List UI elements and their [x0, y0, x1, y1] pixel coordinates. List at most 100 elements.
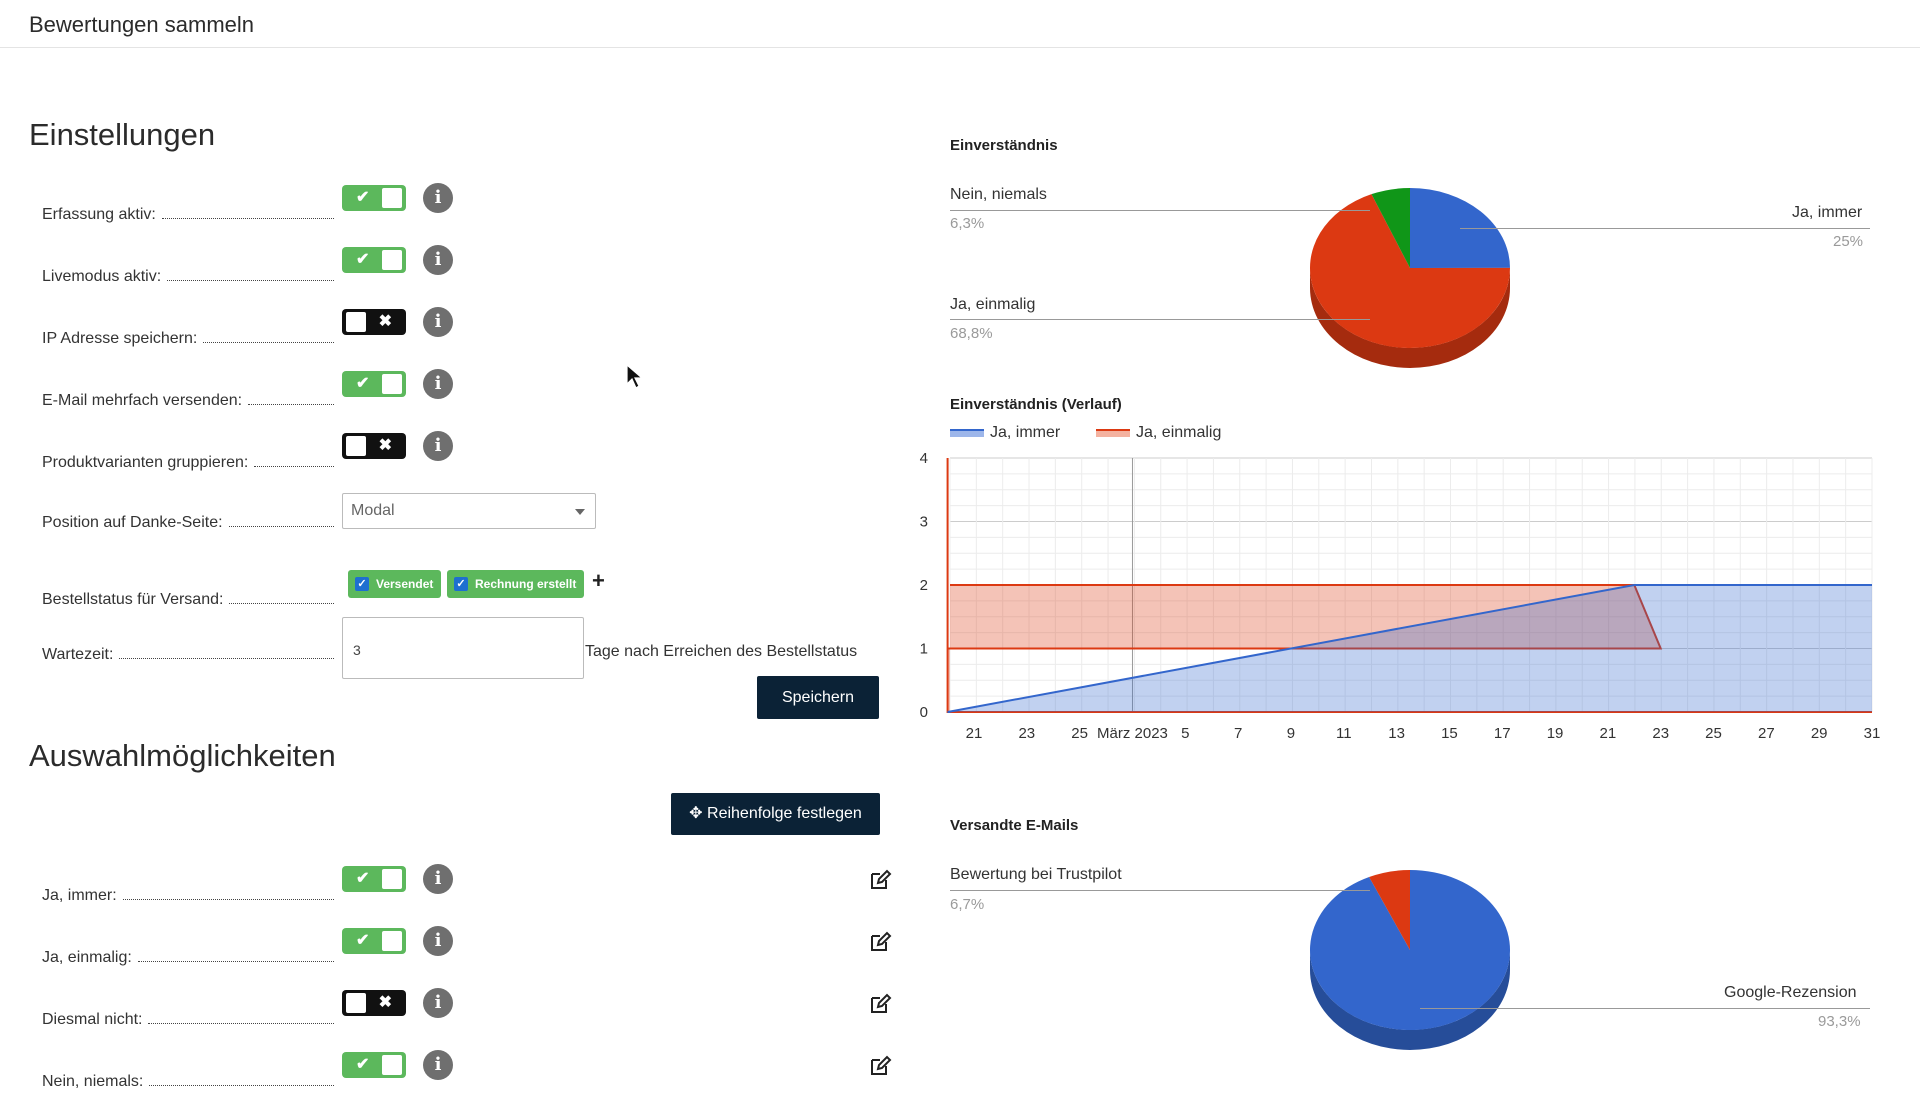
setting-row: Produktvarianten gruppieren: ✖ i — [0, 431, 900, 483]
setting-row: IP Adresse speichern: ✖ i — [0, 307, 900, 359]
pie1-leader-ja-einmalig — [950, 319, 1370, 320]
info-icon[interactable]: i — [423, 245, 453, 275]
edit-icon[interactable] — [868, 992, 892, 1016]
settings-heading: Einstellungen — [29, 117, 216, 152]
x-tick-label: 15 — [1441, 725, 1458, 742]
edit-icon[interactable] — [868, 868, 892, 892]
setting-label: Erfassung aktiv: — [42, 206, 156, 223]
pie1-label-nein: Nein, niemals — [950, 186, 1047, 203]
toggle-switch[interactable]: ✔ — [342, 928, 406, 954]
x-tick-label: 7 — [1234, 725, 1242, 742]
setting-label: IP Adresse speichern: — [42, 330, 198, 347]
info-icon[interactable]: i — [423, 369, 453, 399]
y-tick-label: 0 — [920, 704, 928, 721]
series-ja-immer-area — [947, 585, 1872, 712]
close-icon: ✖ — [378, 313, 392, 330]
setting-label: Diesmal nicht: — [42, 1011, 143, 1028]
info-icon[interactable]: i — [423, 183, 453, 213]
edit-icon[interactable] — [868, 930, 892, 954]
top-bar: Bewertungen sammeln — [0, 0, 1920, 48]
wait-row: Wartezeit: 3 Tage nach Erreichen des Bes… — [0, 617, 900, 679]
pie2-leader-google — [1420, 1008, 1870, 1009]
toggle-switch[interactable]: ✔ — [342, 1052, 406, 1078]
toggle-switch[interactable]: ✖ — [342, 990, 406, 1016]
status-tag-rechnung[interactable]: ✓ Rechnung erstellt — [447, 570, 585, 598]
wait-days-value: 3 — [353, 642, 361, 658]
info-icon[interactable]: i — [423, 864, 453, 894]
x-tick-label: 21 — [1600, 725, 1617, 742]
x-tick-label: 19 — [1547, 725, 1564, 742]
pie1-label-ja-immer: Ja, immer — [1792, 204, 1863, 221]
info-icon[interactable]: i — [423, 988, 453, 1018]
close-icon: ✖ — [378, 994, 392, 1011]
info-icon[interactable]: i — [423, 926, 453, 956]
checkbox-icon: ✓ — [454, 577, 468, 591]
setting-label: Livemodus aktiv: — [42, 268, 162, 285]
pie1-pct-ja-einmalig: 68,8% — [950, 325, 993, 342]
toggle-switch[interactable]: ✖ — [342, 433, 406, 459]
check-icon: ✔ — [356, 870, 370, 887]
chart-consent-title: Einverständnis — [950, 137, 1058, 154]
info-icon[interactable]: i — [423, 307, 453, 337]
y-tick-label: 4 — [920, 450, 928, 467]
check-icon: ✔ — [356, 1056, 370, 1073]
status-tag-versendet[interactable]: ✓ Versendet — [348, 570, 442, 598]
y-tick-label: 2 — [920, 577, 928, 594]
setting-row: Ja, immer: ✔ i — [0, 864, 900, 916]
chart-history-title: Einverständnis (Verlauf) — [950, 396, 1122, 413]
setting-row: Livemodus aktiv: ✔ i — [0, 245, 900, 297]
pie2-pct-google: 93,3% — [1818, 1013, 1861, 1030]
x-tick-label: 29 — [1811, 725, 1828, 742]
edit-icon[interactable] — [868, 1054, 892, 1078]
x-tick-label: 11 — [1336, 725, 1352, 742]
pie1-leader-nein — [950, 210, 1370, 211]
pie1-pct-ja-immer: 25% — [1833, 233, 1864, 250]
position-select[interactable]: Modal — [342, 493, 596, 529]
reorder-button[interactable]: ✥ Reihenfolge festlegen — [671, 793, 880, 835]
position-select-value: Modal — [351, 502, 395, 519]
y-tick-label: 3 — [920, 514, 928, 531]
save-button[interactable]: Speichern — [757, 676, 879, 719]
add-status-button[interactable]: + — [592, 568, 605, 593]
x-tick-label: 23 — [1018, 725, 1035, 742]
toggle-switch[interactable]: ✔ — [342, 185, 406, 211]
x-tick-label: 17 — [1494, 725, 1511, 742]
pie2-pct-trustpilot: 6,7% — [950, 896, 985, 913]
setting-label: Ja, einmalig: — [42, 949, 132, 966]
x-tick-label: 23 — [1652, 725, 1669, 742]
x-tick-label: März 2023 — [1097, 725, 1168, 742]
pie2-label-trustpilot: Bewertung bei Trustpilot — [950, 866, 1122, 883]
toggle-switch[interactable]: ✔ — [342, 371, 406, 397]
pie-slice-2 — [1371, 188, 1410, 268]
toggle-switch[interactable]: ✔ — [342, 866, 406, 892]
x-tick-label: 13 — [1388, 725, 1405, 742]
checkbox-icon: ✓ — [355, 577, 369, 591]
pie-slice-1 — [1369, 870, 1410, 950]
pie-slice-0 — [1410, 188, 1510, 268]
x-tick-label: 27 — [1758, 725, 1775, 742]
setting-label: Ja, immer: — [42, 887, 117, 904]
setting-row: Nein, niemals: ✔ i — [0, 1050, 900, 1102]
series-ja-immer-line — [947, 584, 1872, 713]
info-icon[interactable]: i — [423, 1050, 453, 1080]
toggle-switch[interactable]: ✔ — [342, 247, 406, 273]
info-icon[interactable]: i — [423, 431, 453, 461]
pie2-leader-trustpilot — [950, 890, 1370, 891]
wait-days-input[interactable]: 3 — [342, 617, 584, 679]
legend-ja-einmalig: Ja, einmalig — [1096, 424, 1221, 442]
order-status-label: Bestellstatus für Versand: — [42, 591, 224, 608]
check-icon: ✔ — [356, 189, 370, 206]
chevron-down-icon — [575, 509, 585, 515]
setting-label: Nein, niemals: — [42, 1073, 144, 1090]
chart-emails-title: Versandte E-Mails — [950, 817, 1079, 834]
check-icon: ✔ — [356, 375, 370, 392]
x-tick-label: 21 — [966, 725, 983, 742]
wait-label: Wartezeit: — [42, 646, 114, 663]
pie1-leader-ja-immer — [1460, 228, 1870, 229]
status-tag-label: Rechnung erstellt — [475, 577, 577, 591]
x-tick-label: 5 — [1181, 725, 1189, 742]
consent-pie-chart — [1310, 188, 1510, 368]
setting-row: Diesmal nicht: ✖ i — [0, 988, 900, 1040]
x-tick-label: 25 — [1705, 725, 1722, 742]
toggle-switch[interactable]: ✖ — [342, 309, 406, 335]
